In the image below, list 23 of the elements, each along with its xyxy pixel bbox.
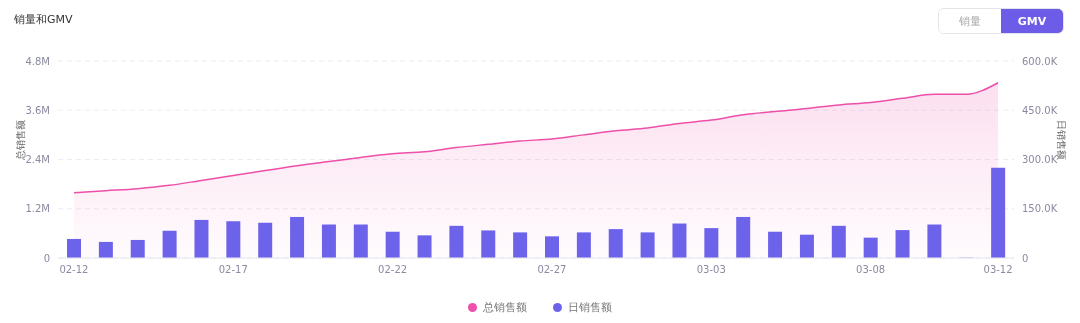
y-tick-label: 1.2M — [25, 203, 50, 215]
x-tick-label: 03-03 — [696, 264, 726, 276]
toggle-buttons: 销量 GMV — [938, 8, 1064, 34]
y2-tick-label: 600.0K — [1022, 55, 1058, 67]
chart-title: 销量和GMV — [14, 12, 73, 27]
y2-tick-label: 0 — [1022, 252, 1029, 264]
x-tick-label: 02-27 — [537, 264, 567, 276]
x-tick-label: 02-22 — [378, 264, 408, 276]
x-tick-label: 03-08 — [856, 264, 886, 276]
y-tick-label: 4.8M — [25, 55, 50, 67]
x-tick-label: 02-12 — [59, 264, 89, 276]
y-axis-title: 总销售额 — [14, 119, 26, 161]
y-tick-label: 0 — [43, 252, 50, 264]
y-tick-label: 3.6M — [25, 104, 50, 116]
legend-label: 总销售额 — [483, 300, 527, 315]
y2-tick-label: 450.0K — [1022, 104, 1058, 116]
x-tick-label: 03-12 — [983, 264, 1013, 276]
y2-tick-label: 300.0K — [1022, 154, 1058, 166]
x-tick-label: 02-17 — [218, 264, 248, 276]
y2-tick-label: 150.0K — [1022, 203, 1058, 215]
legend-label: 日销售额 — [568, 300, 612, 315]
y2-axis-title: 日销售额 — [1056, 119, 1068, 160]
y-tick-label: 2.4M — [25, 154, 50, 166]
